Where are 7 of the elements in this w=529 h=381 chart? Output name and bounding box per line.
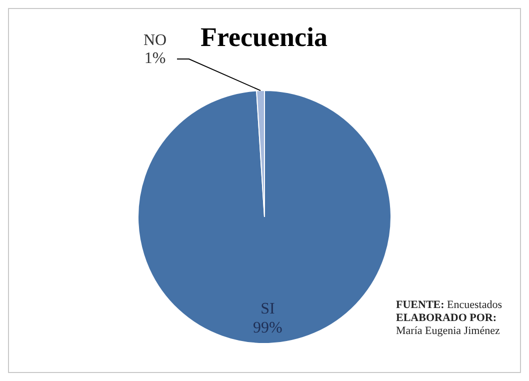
text: ELABORADO POR: María Eugenia Jiménez [396, 312, 501, 338]
data-label: 99% [253, 319, 282, 336]
data-label: 1% [144, 50, 166, 68]
slice-label: NO [143, 32, 167, 50]
slice-label: SI [260, 300, 275, 318]
source-note: FUENTE: Encuestados [396, 299, 504, 312]
chart-title: Frecuencia [200, 22, 328, 52]
